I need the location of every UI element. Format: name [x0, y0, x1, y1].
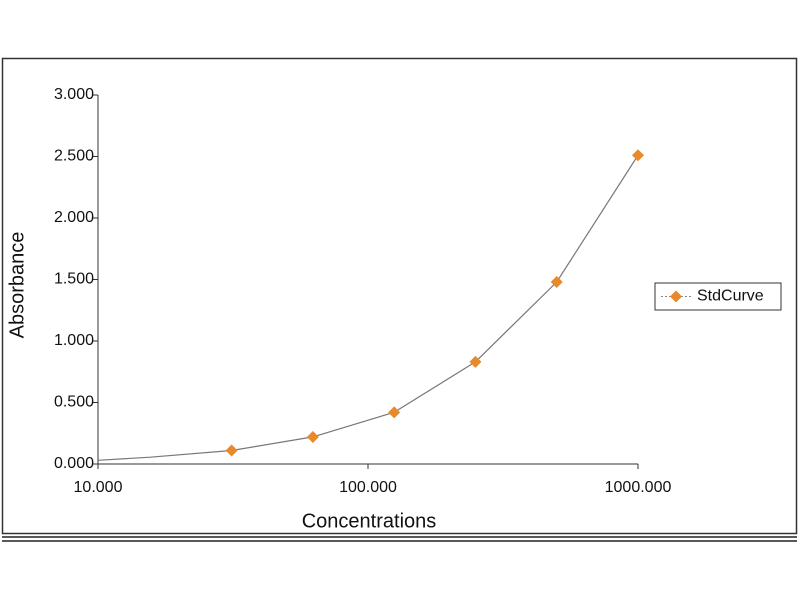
data-point — [225, 444, 238, 457]
y-tick-label: 2.500 — [54, 148, 94, 165]
y-tick-label: 0.000 — [54, 455, 94, 472]
data-point — [388, 406, 401, 419]
y-tick-label: 1.500 — [54, 271, 94, 288]
legend-box — [654, 282, 782, 311]
data-point — [632, 149, 644, 162]
y-axis-title: Absorbance — [6, 232, 28, 339]
x-tick-label: 1000.000 — [605, 479, 672, 496]
y-tick-label: 1.000 — [54, 332, 94, 349]
y-tick-label: 3.000 — [54, 86, 94, 103]
legend-marker — [670, 290, 682, 303]
fit-curve — [97, 154, 639, 461]
x-tick-label: 100.000 — [339, 479, 397, 496]
x-axis-title: Concentrations — [302, 510, 437, 532]
data-point — [550, 275, 563, 288]
y-tick-label: 2.000 — [54, 209, 94, 226]
legend-label: StdCurve — [697, 288, 764, 305]
chart-frame — [1, 57, 798, 535]
data-point — [469, 355, 482, 368]
y-tick-label: 0.500 — [54, 394, 94, 411]
x-tick-label: 10.000 — [74, 479, 123, 496]
data-point — [306, 430, 319, 443]
